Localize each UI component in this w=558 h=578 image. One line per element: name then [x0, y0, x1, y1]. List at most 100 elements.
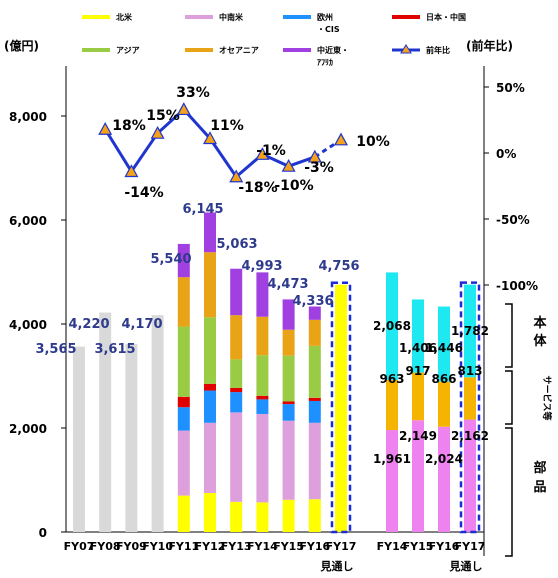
total-bar	[73, 346, 85, 532]
y2-tick-label: 50%	[496, 81, 525, 95]
stacked-segment	[412, 299, 424, 373]
yoy-label: 11%	[210, 118, 244, 134]
stacked-segment	[386, 379, 398, 431]
total-label: 4,336	[292, 294, 333, 309]
stacked-segment	[308, 345, 321, 398]
stacked-segment	[256, 316, 269, 356]
total-bar	[151, 315, 164, 532]
yoy-marker	[281, 158, 296, 172]
stacked-segment	[308, 422, 321, 500]
legend-swatch	[82, 15, 110, 19]
stacked-segment	[438, 426, 450, 532]
stacked-segment	[386, 430, 398, 532]
stacked-segment	[204, 390, 216, 423]
yoy-label: 18%	[112, 118, 146, 134]
yoy-label: -14%	[124, 185, 163, 201]
legend-label: 北米	[116, 12, 133, 22]
stacked-segment	[177, 243, 190, 278]
yoy-marker	[333, 132, 349, 146]
stacked-segment	[464, 419, 476, 532]
stacked-segment	[204, 493, 216, 532]
x-tick-label: FY16	[299, 540, 330, 553]
x-tick-label: FY12	[195, 540, 226, 553]
yoy-marker	[229, 169, 244, 183]
stacked-segment	[464, 284, 476, 378]
total-bar	[125, 344, 138, 532]
stacked-segment	[256, 272, 269, 317]
legend-swatch	[392, 15, 420, 19]
total-label: 5,540	[150, 252, 191, 267]
total-label: 4,170	[121, 317, 162, 332]
stacked-segment	[438, 306, 450, 382]
legend-swatch	[283, 48, 311, 52]
segment-label: 866	[431, 372, 456, 386]
stacked-segment	[230, 501, 243, 532]
yoy-label: -18%	[238, 180, 277, 196]
total-label: 3,615	[94, 342, 135, 357]
stacked-segment	[177, 326, 190, 397]
stacked-segment	[282, 401, 295, 405]
legend-swatch	[185, 15, 213, 19]
forecast-bar	[335, 284, 347, 532]
side-label-parts-2: 品	[533, 480, 546, 495]
yoy-marker	[202, 131, 218, 145]
forecast-label: 見通し	[320, 560, 354, 573]
segment-label: 1,446	[425, 341, 463, 355]
segment-label: 1,782	[451, 324, 489, 338]
forecast-bar-outline	[459, 281, 481, 534]
yoy-label: -10%	[274, 178, 313, 194]
total-label: 6,145	[182, 202, 223, 217]
y-tick-label: 4,000	[9, 318, 47, 332]
stacked-segment	[464, 377, 476, 420]
x-tick-label: FY07	[64, 540, 95, 553]
x-tick-label: FY15	[403, 540, 434, 553]
y-tick-label: 0	[39, 526, 47, 540]
segment-label: 963	[379, 372, 404, 386]
x-tick-label: FY10	[142, 540, 173, 553]
legend-label: 中南米	[219, 12, 244, 22]
stacked-segment	[230, 268, 243, 316]
y2-tick-label: 0%	[496, 147, 516, 161]
yoy-label: 10%	[356, 134, 390, 150]
stacked-segment	[204, 317, 216, 384]
yoy-marker	[255, 147, 270, 160]
stacked-segment	[412, 372, 424, 421]
y-tick-label: 8,000	[9, 110, 47, 124]
total-label: 3,565	[35, 342, 76, 357]
stacked-segment	[282, 499, 295, 532]
segment-label: 813	[457, 364, 482, 378]
yoy-marker	[176, 102, 191, 116]
legend-label: 欧州・CIS	[317, 12, 340, 34]
stacked-segment	[204, 383, 216, 391]
stacked-segment	[256, 413, 269, 503]
yoy-marker	[124, 164, 139, 178]
stacked-segment	[230, 392, 243, 413]
stacked-segment	[230, 387, 243, 393]
stacked-segment	[256, 502, 269, 532]
stacked-segment	[282, 404, 295, 421]
stacked-segment	[230, 359, 243, 388]
stacked-segment	[386, 272, 398, 380]
side-bracket	[505, 303, 513, 368]
stacked-segment	[204, 212, 216, 253]
stacked-segment	[438, 381, 450, 427]
stacked-segment	[308, 499, 321, 532]
yoy-label: -3%	[304, 160, 334, 176]
x-tick-label: FY14	[247, 540, 278, 553]
segment-label: 1,961	[373, 452, 411, 466]
x-tick-label: FY14	[377, 540, 408, 553]
side-label-body-2: 体	[533, 333, 547, 349]
stacked-segment	[177, 430, 190, 496]
stacked-segment	[204, 422, 216, 493]
legend-label: 中近東・ｱﾌﾘｶ	[317, 45, 349, 67]
stacked-segment	[256, 399, 269, 414]
x-tick-label: FY08	[90, 540, 121, 553]
x-tick-label: FY15	[273, 540, 304, 553]
stacked-segment	[177, 407, 190, 431]
yoy-marker	[307, 149, 322, 163]
stacked-segment	[256, 355, 269, 396]
x-tick-label: FY16	[429, 540, 460, 553]
x-tick-label: FY17	[326, 540, 357, 553]
total-bar	[99, 312, 112, 532]
